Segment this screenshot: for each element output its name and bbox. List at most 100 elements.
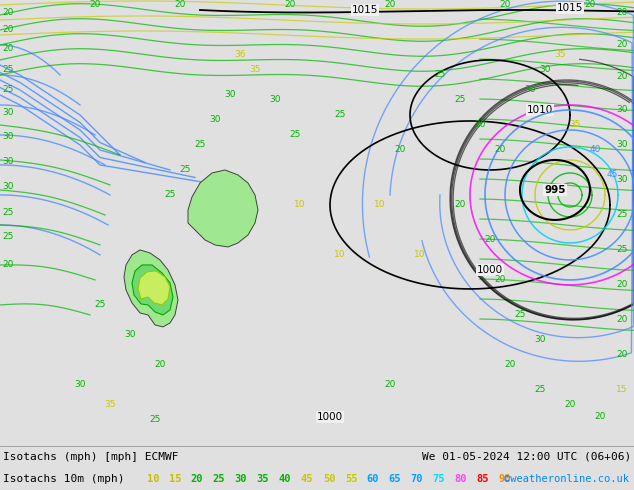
Text: 45: 45: [606, 171, 618, 179]
Text: 90: 90: [499, 474, 511, 484]
Text: 25: 25: [289, 130, 301, 140]
Text: 995: 995: [544, 185, 566, 195]
Text: 55: 55: [345, 474, 357, 484]
Text: 30: 30: [3, 182, 14, 192]
Polygon shape: [132, 265, 173, 315]
Text: 20: 20: [616, 280, 628, 290]
Text: Isotachs 10m (mph): Isotachs 10m (mph): [3, 474, 124, 484]
Text: 35: 35: [104, 400, 116, 410]
Text: 20: 20: [384, 380, 396, 390]
Text: 1000: 1000: [477, 265, 503, 275]
Text: 30: 30: [3, 108, 14, 118]
Text: 30: 30: [524, 85, 536, 95]
Text: 30: 30: [124, 330, 136, 340]
Polygon shape: [188, 170, 258, 247]
Polygon shape: [138, 271, 170, 305]
Text: 10: 10: [414, 250, 426, 259]
Text: 35: 35: [257, 474, 269, 484]
Text: 25: 25: [164, 191, 176, 199]
Text: 20: 20: [3, 45, 14, 53]
Text: 1000: 1000: [317, 412, 343, 422]
Text: 20: 20: [495, 275, 506, 285]
Text: 30: 30: [616, 175, 628, 184]
Text: 30: 30: [3, 132, 14, 142]
Text: 75: 75: [433, 474, 445, 484]
Text: 40: 40: [590, 146, 600, 154]
Text: 20: 20: [154, 361, 165, 369]
Text: 20: 20: [616, 73, 628, 81]
Text: 20: 20: [500, 0, 511, 9]
Text: 25: 25: [94, 300, 106, 310]
Text: 30: 30: [616, 105, 628, 115]
Text: 20: 20: [3, 261, 14, 270]
Text: 20: 20: [191, 474, 204, 484]
Text: 20: 20: [394, 146, 406, 154]
Text: 15: 15: [616, 386, 628, 394]
Text: 10: 10: [374, 200, 385, 209]
Text: 30: 30: [616, 141, 628, 149]
Text: 20: 20: [284, 0, 295, 9]
Text: 10: 10: [334, 250, 346, 259]
Text: 70: 70: [411, 474, 424, 484]
Text: 30: 30: [224, 91, 236, 99]
Text: 10: 10: [146, 474, 159, 484]
Text: 35: 35: [249, 66, 261, 74]
Text: 65: 65: [389, 474, 401, 484]
Text: 25: 25: [213, 474, 225, 484]
Text: 20: 20: [89, 0, 101, 9]
Text: We 01-05-2024 12:00 UTC (06+06): We 01-05-2024 12:00 UTC (06+06): [422, 452, 631, 462]
Text: 30: 30: [235, 474, 247, 484]
Text: 36: 36: [234, 50, 246, 59]
Text: 20: 20: [616, 316, 628, 324]
Text: 30: 30: [3, 157, 14, 167]
Text: 30: 30: [540, 66, 551, 74]
Text: 1015: 1015: [352, 5, 378, 15]
Text: 25: 25: [179, 166, 191, 174]
Text: 25: 25: [534, 386, 546, 394]
Text: 25: 25: [514, 311, 526, 319]
Text: 50: 50: [323, 474, 335, 484]
Text: 15: 15: [169, 474, 181, 484]
Text: 80: 80: [455, 474, 467, 484]
Text: 1015: 1015: [557, 3, 583, 13]
Text: 25: 25: [616, 211, 628, 220]
Text: 20: 20: [474, 121, 486, 129]
Text: 30: 30: [269, 96, 281, 104]
Text: ©weatheronline.co.uk: ©weatheronline.co.uk: [504, 474, 629, 484]
Text: 45: 45: [301, 474, 313, 484]
Text: 20: 20: [384, 0, 396, 9]
Text: 20: 20: [3, 25, 14, 34]
Text: 20: 20: [484, 236, 496, 245]
Text: 20: 20: [585, 0, 596, 9]
Text: 25: 25: [3, 66, 14, 74]
Text: 25: 25: [194, 141, 205, 149]
Text: 20: 20: [616, 8, 628, 18]
Text: 20: 20: [616, 41, 628, 49]
Text: 20: 20: [616, 350, 628, 360]
Text: 30: 30: [74, 380, 86, 390]
Text: 20: 20: [174, 0, 186, 9]
Text: 35: 35: [569, 121, 581, 129]
Text: 25: 25: [434, 71, 446, 79]
Polygon shape: [124, 250, 178, 327]
Text: 35: 35: [554, 50, 566, 59]
Text: 40: 40: [279, 474, 291, 484]
Text: 20: 20: [564, 400, 576, 410]
Text: 25: 25: [3, 232, 14, 242]
Text: 25: 25: [455, 96, 466, 104]
Text: 20: 20: [455, 200, 466, 209]
Text: 30: 30: [534, 336, 546, 344]
Text: 20: 20: [594, 413, 605, 421]
Text: 85: 85: [477, 474, 489, 484]
Text: 30: 30: [209, 116, 221, 124]
Text: 25: 25: [3, 208, 14, 218]
Text: 20: 20: [504, 361, 515, 369]
Text: 1010: 1010: [527, 105, 553, 115]
Text: 20: 20: [3, 8, 14, 18]
Text: 10: 10: [294, 200, 306, 209]
Text: 20: 20: [495, 146, 506, 154]
Text: 60: 60: [366, 474, 379, 484]
Text: 25: 25: [334, 110, 346, 120]
Text: 25: 25: [150, 416, 160, 424]
Text: Isotachs (mph) [mph] ECMWF: Isotachs (mph) [mph] ECMWF: [3, 452, 179, 462]
